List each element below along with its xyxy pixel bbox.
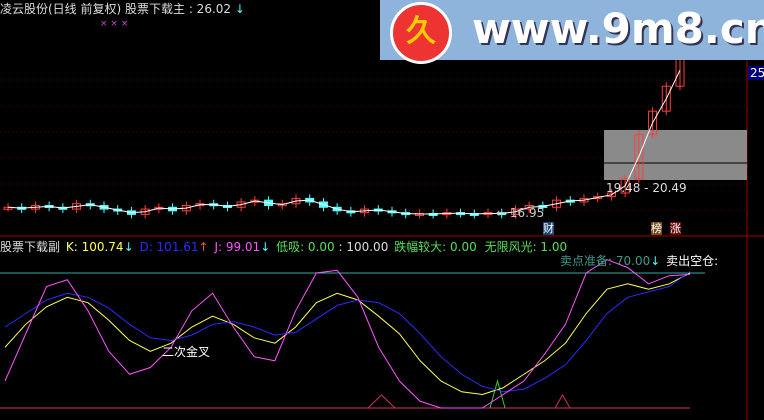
candle [634, 133, 644, 180]
resistance-zone [604, 130, 747, 163]
down-arrow-icon: ↓ [234, 2, 245, 16]
cross-label: 二次金叉 [162, 345, 211, 359]
watermark-banner: 久 www.9m8.cn [380, 0, 764, 64]
kdj-line-k [4, 272, 691, 396]
dixi-value: 低吸: 0.00 [276, 240, 335, 254]
candle [72, 203, 82, 210]
candle [3, 206, 13, 210]
signal-triangle [367, 394, 396, 409]
diefu-value: 跌幅较大: 0.00 [394, 240, 477, 254]
signal-triangle [554, 393, 571, 409]
indicator-name: 股票下载副 [0, 240, 61, 254]
title-text: 凌云股份(日线 前复权) 股票下载主 [0, 2, 185, 16]
up-arrow-icon: ↑ [198, 240, 209, 254]
j-value: J: 99.01 [214, 240, 261, 254]
range-label: 19.48 - 20.49 [606, 181, 687, 195]
moving-average-line [7, 70, 681, 215]
cai-badge[interactable]: 财 [543, 222, 554, 235]
zhang-badge[interactable]: 涨 [670, 222, 681, 235]
maidian-value: 卖点准备: 70.00 [560, 254, 651, 268]
signal-markers: × × × [100, 19, 129, 29]
candle [620, 178, 630, 194]
signal-triangle [489, 379, 506, 409]
candle [552, 199, 562, 208]
candle [277, 203, 287, 207]
candle [606, 192, 616, 198]
dixi-range: : 100.00 [338, 240, 389, 254]
title-value: : 26.02 [188, 2, 232, 16]
price-axis-label: 25 [748, 66, 764, 80]
watermark-logo: 久 [390, 2, 452, 64]
maichu-value: 卖出空仓: [666, 254, 719, 268]
candle [510, 208, 520, 215]
wuxian-value: 无限风光: 1.00 [484, 240, 568, 254]
bang-badge[interactable]: 榜 [651, 222, 662, 235]
down-arrow-icon: ↓ [123, 240, 134, 254]
resistance-zone [604, 163, 747, 180]
watermark-text: www.9m8.cn [472, 4, 764, 53]
indicator-header: 股票下载副 K: 100.74↓ D: 101.61↑ J: 99.01↓ 低吸… [0, 240, 567, 254]
down-arrow-icon: ↓ [650, 254, 661, 268]
main-title: 凌云股份(日线 前复权) 股票下载主 : 26.02 ↓ [0, 2, 245, 16]
kdj-line-j [4, 258, 691, 409]
candle [661, 85, 671, 112]
candle [236, 201, 246, 208]
candle [593, 196, 603, 200]
kdj-line-d [4, 271, 691, 393]
indicator-header-right: 卖点准备: 70.00↓ 卖出空仓: [560, 254, 718, 268]
low-price-label: ← 16.95 [496, 206, 545, 220]
d-value: D: 101.61 [139, 240, 199, 254]
down-arrow-icon: ↓ [260, 240, 271, 254]
candle [648, 110, 658, 135]
k-value: K: 100.74 [65, 240, 124, 254]
